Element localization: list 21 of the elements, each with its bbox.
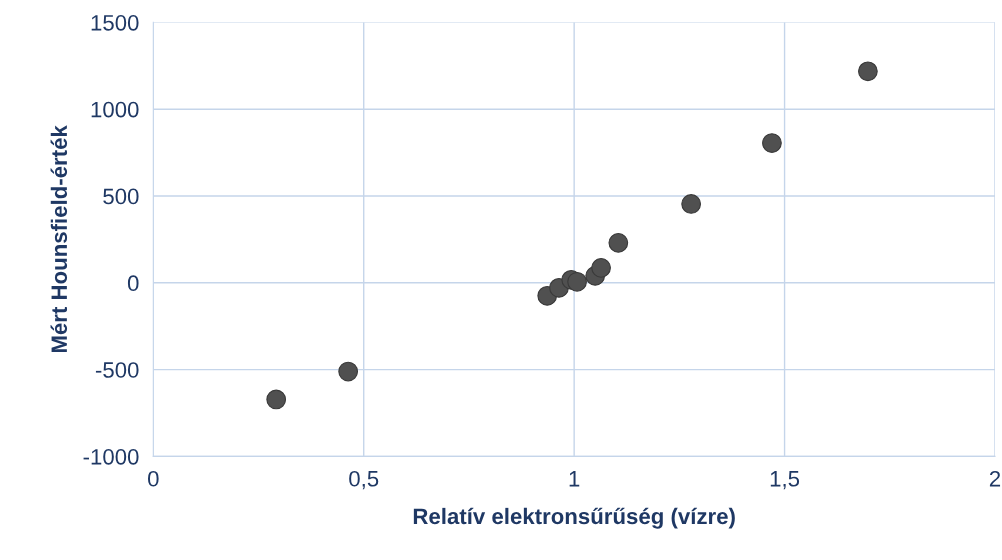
x-tick-label: 0 xyxy=(148,470,159,487)
x-tick-label: 1 xyxy=(569,471,580,487)
x-tick-label: 0,5 xyxy=(349,470,379,490)
y-tick-label: 1500 xyxy=(91,14,139,31)
y-tick-label: 500 xyxy=(103,188,139,205)
point xyxy=(338,361,359,382)
point xyxy=(608,233,629,253)
x-axis-title: Relatív elektronsűrűség (vízre) xyxy=(413,507,735,529)
y-axis-title: Mért Hounsfield-érték xyxy=(50,125,68,353)
y-tick-label: 0 xyxy=(127,275,139,292)
point xyxy=(567,271,587,292)
point xyxy=(762,133,782,153)
point xyxy=(858,61,878,82)
y-tick-label: -500 xyxy=(95,362,139,378)
point xyxy=(681,194,702,214)
point xyxy=(591,257,611,278)
y-tick-label: 1000 xyxy=(91,101,139,118)
x-tick-label: 1,5 xyxy=(770,471,800,490)
point xyxy=(266,389,287,410)
x-tick-label: 2 xyxy=(989,470,1001,487)
y-tick-label: -1000 xyxy=(83,448,139,465)
